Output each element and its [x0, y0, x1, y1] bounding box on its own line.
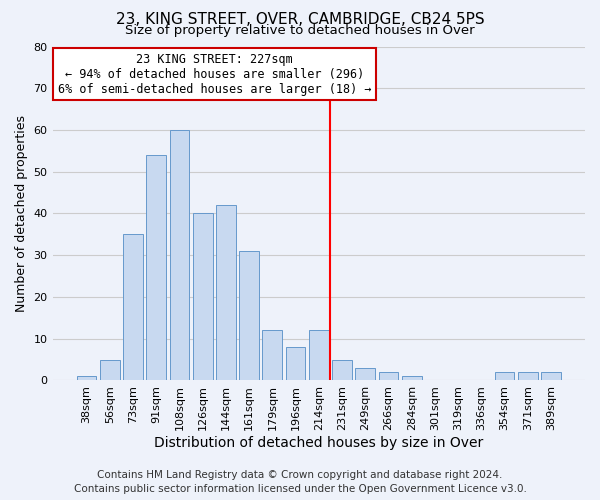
Text: 23, KING STREET, OVER, CAMBRIDGE, CB24 5PS: 23, KING STREET, OVER, CAMBRIDGE, CB24 5…	[116, 12, 484, 28]
X-axis label: Distribution of detached houses by size in Over: Distribution of detached houses by size …	[154, 436, 484, 450]
Bar	[402, 376, 422, 380]
Bar	[193, 214, 212, 380]
Text: Contains HM Land Registry data © Crown copyright and database right 2024.
Contai: Contains HM Land Registry data © Crown c…	[74, 470, 526, 494]
Bar	[286, 347, 305, 380]
Text: Size of property relative to detached houses in Over: Size of property relative to detached ho…	[125, 24, 475, 37]
Y-axis label: Number of detached properties: Number of detached properties	[15, 115, 28, 312]
Bar	[216, 205, 236, 380]
Text: 23 KING STREET: 227sqm
← 94% of detached houses are smaller (296)
6% of semi-det: 23 KING STREET: 227sqm ← 94% of detached…	[58, 53, 371, 96]
Bar	[100, 360, 119, 380]
Bar	[541, 372, 561, 380]
Bar	[170, 130, 190, 380]
Bar	[494, 372, 514, 380]
Bar	[379, 372, 398, 380]
Bar	[123, 234, 143, 380]
Bar	[239, 251, 259, 380]
Bar	[262, 330, 282, 380]
Bar	[146, 155, 166, 380]
Bar	[77, 376, 97, 380]
Bar	[355, 368, 375, 380]
Bar	[309, 330, 329, 380]
Bar	[332, 360, 352, 380]
Bar	[518, 372, 538, 380]
